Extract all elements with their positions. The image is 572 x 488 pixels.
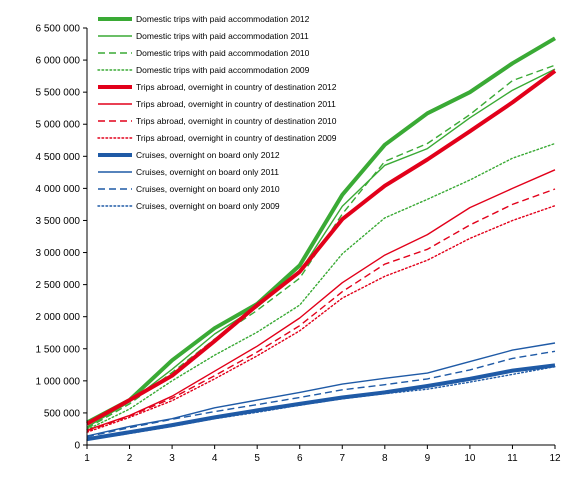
series-line-6 (86, 188, 556, 432)
x-tick-label: 9 (425, 453, 431, 464)
y-tick-label: 4 500 000 (36, 152, 81, 163)
y-tick-label: 4 000 000 (36, 184, 81, 195)
x-tick-label: 2 (127, 453, 133, 464)
plot-area (86, 36, 557, 442)
y-tick-label: 6 000 000 (36, 56, 81, 67)
axes (86, 28, 555, 446)
legend-label: Domestic trips with paid accommodation 2… (136, 65, 310, 75)
y-tick-label: 1 500 000 (36, 344, 81, 355)
y-tick-label: 3 000 000 (36, 248, 81, 259)
x-tick-label: 12 (549, 453, 561, 464)
series-line-9 (86, 342, 556, 437)
x-tick-label: 8 (382, 453, 388, 464)
x-tick-label: 11 (507, 453, 518, 464)
x-tick-label: 4 (212, 453, 218, 464)
x-tick-label: 5 (254, 453, 260, 464)
y-tick-label: 0 (74, 441, 80, 452)
y-tick-label: 5 000 000 (36, 120, 81, 131)
y-tick-label: 1 000 000 (36, 376, 81, 387)
legend-label: Cruises, overnight on board only 2010 (136, 184, 280, 194)
x-tick-label: 10 (464, 453, 476, 464)
x-tick-label: 3 (169, 453, 175, 464)
legend-label: Trips abroad, overnight in country of de… (136, 82, 337, 92)
y-tick-label: 2 000 000 (36, 312, 81, 323)
legend-label: Cruises, overnight on board only 2012 (136, 150, 280, 160)
y-tick-label: 2 500 000 (36, 280, 81, 291)
x-axis-ticks: 1 2 3 4 5 6 7 8 9 10 11 12 (84, 445, 561, 464)
legend-label: Domestic trips with paid accommodation 2… (136, 48, 310, 58)
x-tick-label: 1 (84, 453, 90, 464)
series-line-1 (86, 68, 556, 428)
x-tick-label: 7 (339, 453, 345, 464)
x-tick-label: 6 (297, 453, 303, 464)
legend-label: Domestic trips with paid accommodation 2… (136, 31, 309, 41)
series-line-0 (86, 36, 557, 425)
series-line-3 (86, 142, 556, 431)
legend-label: Cruises, overnight on board only 2009 (136, 201, 280, 211)
legend-label: Trips abroad, overnight in country of de… (136, 116, 337, 126)
y-tick-label: 6 500 000 (36, 24, 81, 35)
y-tick-label: 5 500 000 (36, 88, 81, 99)
series-line-5 (86, 169, 556, 431)
y-tick-label: 3 500 000 (36, 216, 81, 227)
legend-label: Domestic trips with paid accommodation 2… (136, 14, 310, 24)
legend-label: Trips abroad, overnight in country of de… (136, 133, 337, 143)
y-tick-label: 500 000 (44, 408, 81, 419)
legend-label: Trips abroad, overnight in country of de… (136, 99, 336, 109)
legend-label: Cruises, overnight on board only 2011 (136, 167, 279, 177)
series-line-8 (86, 363, 556, 442)
series-line-4 (86, 69, 557, 426)
series-line-10 (86, 350, 556, 438)
legend: Domestic trips with paid accommodation 2… (97, 14, 337, 211)
y-axis-ticks: 0 500 000 1 000 000 1 500 000 2 000 000 2 500… (36, 24, 87, 452)
